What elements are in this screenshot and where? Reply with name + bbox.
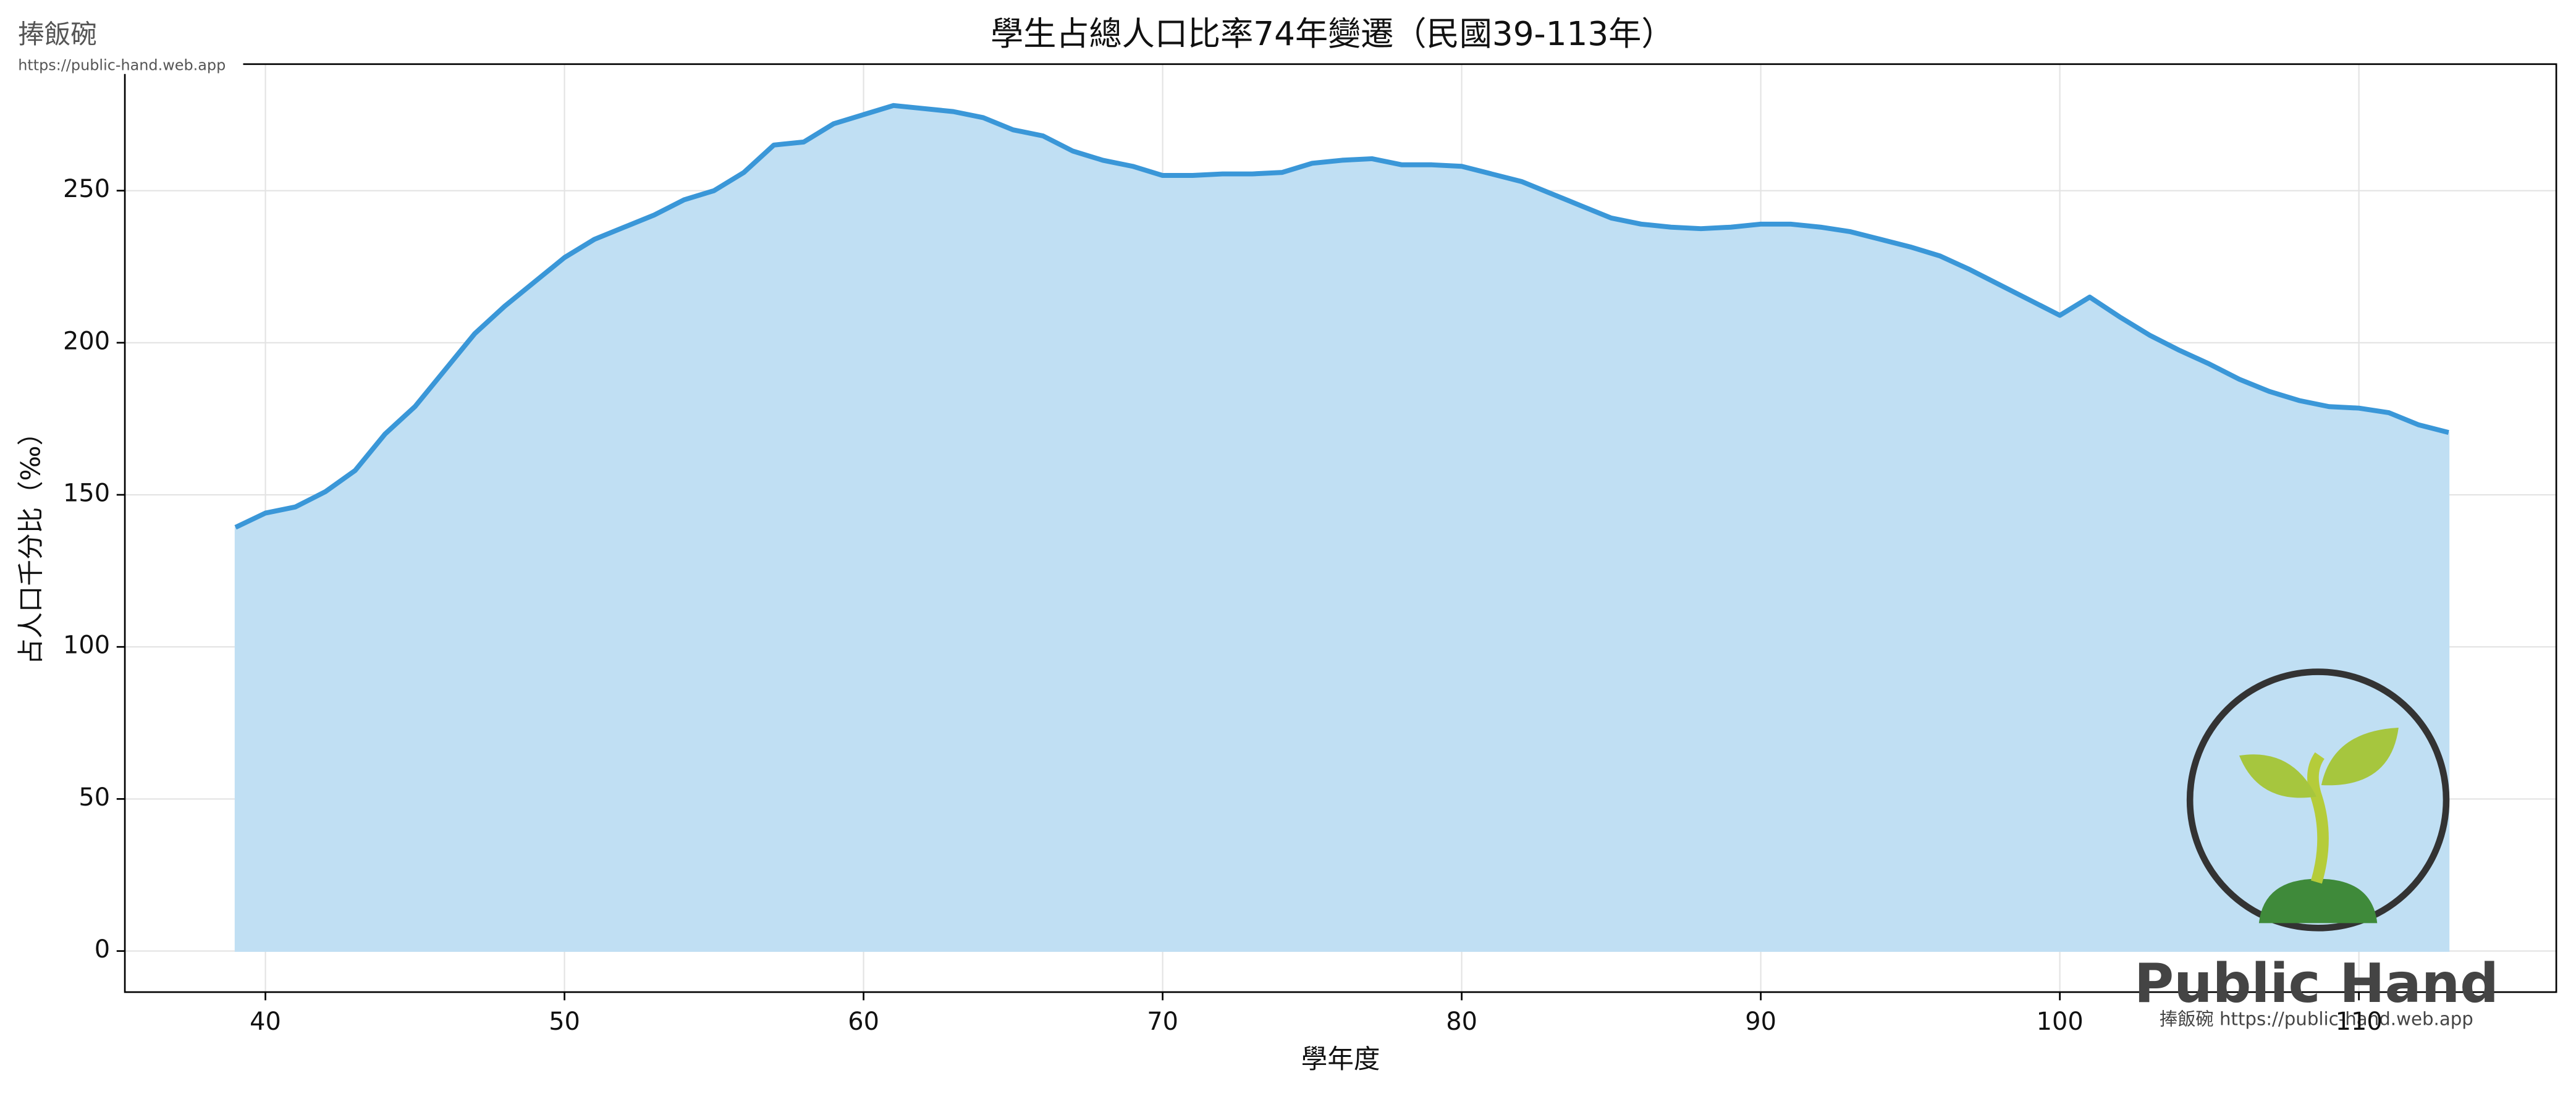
logo	[2186, 668, 2450, 932]
y-tick-label: 250	[63, 175, 110, 203]
plot-area	[125, 64, 2557, 993]
chart-title: 學生占總人口比率74年變遷（民國39-113年）	[990, 15, 1674, 53]
logo-circle	[2186, 668, 2450, 932]
x-tick-label: 80	[1446, 1008, 1477, 1036]
brand-name: 捧飯碗	[18, 20, 97, 50]
y-axis-label: 占人口千分比（‰）	[17, 419, 47, 665]
y-tick-label: 50	[78, 783, 110, 812]
logo-leaf	[2239, 754, 2316, 798]
y-tick-label: 150	[63, 479, 110, 508]
y-tick-label: 200	[63, 327, 110, 355]
logo-caption: 捧飯碗 https://public-hand.web.app	[2160, 1009, 2473, 1030]
logo-stem	[2307, 752, 2329, 884]
x-tick-label: 60	[848, 1008, 879, 1036]
logo-soil	[2258, 878, 2378, 924]
x-tick-label: 50	[549, 1008, 580, 1036]
x-axis-label: 學年度	[1301, 1045, 1380, 1075]
x-tick-label: 110	[2336, 1008, 2383, 1036]
brand-backdrop	[13, 54, 243, 74]
x-tick-label: 70	[1147, 1008, 1178, 1036]
logo-leaf	[2321, 727, 2399, 786]
x-tick-label: 90	[1745, 1008, 1776, 1036]
x-tick-label: 100	[2037, 1008, 2084, 1036]
y-tick-label: 0	[95, 935, 110, 964]
plot-frame	[124, 63, 2557, 993]
brand-url: https://public-hand.web.app	[18, 56, 226, 74]
y-tick-label: 100	[63, 631, 110, 660]
x-tick-label: 40	[250, 1008, 281, 1036]
logo-text: Public Hand	[2134, 952, 2499, 1015]
line	[234, 103, 2449, 530]
